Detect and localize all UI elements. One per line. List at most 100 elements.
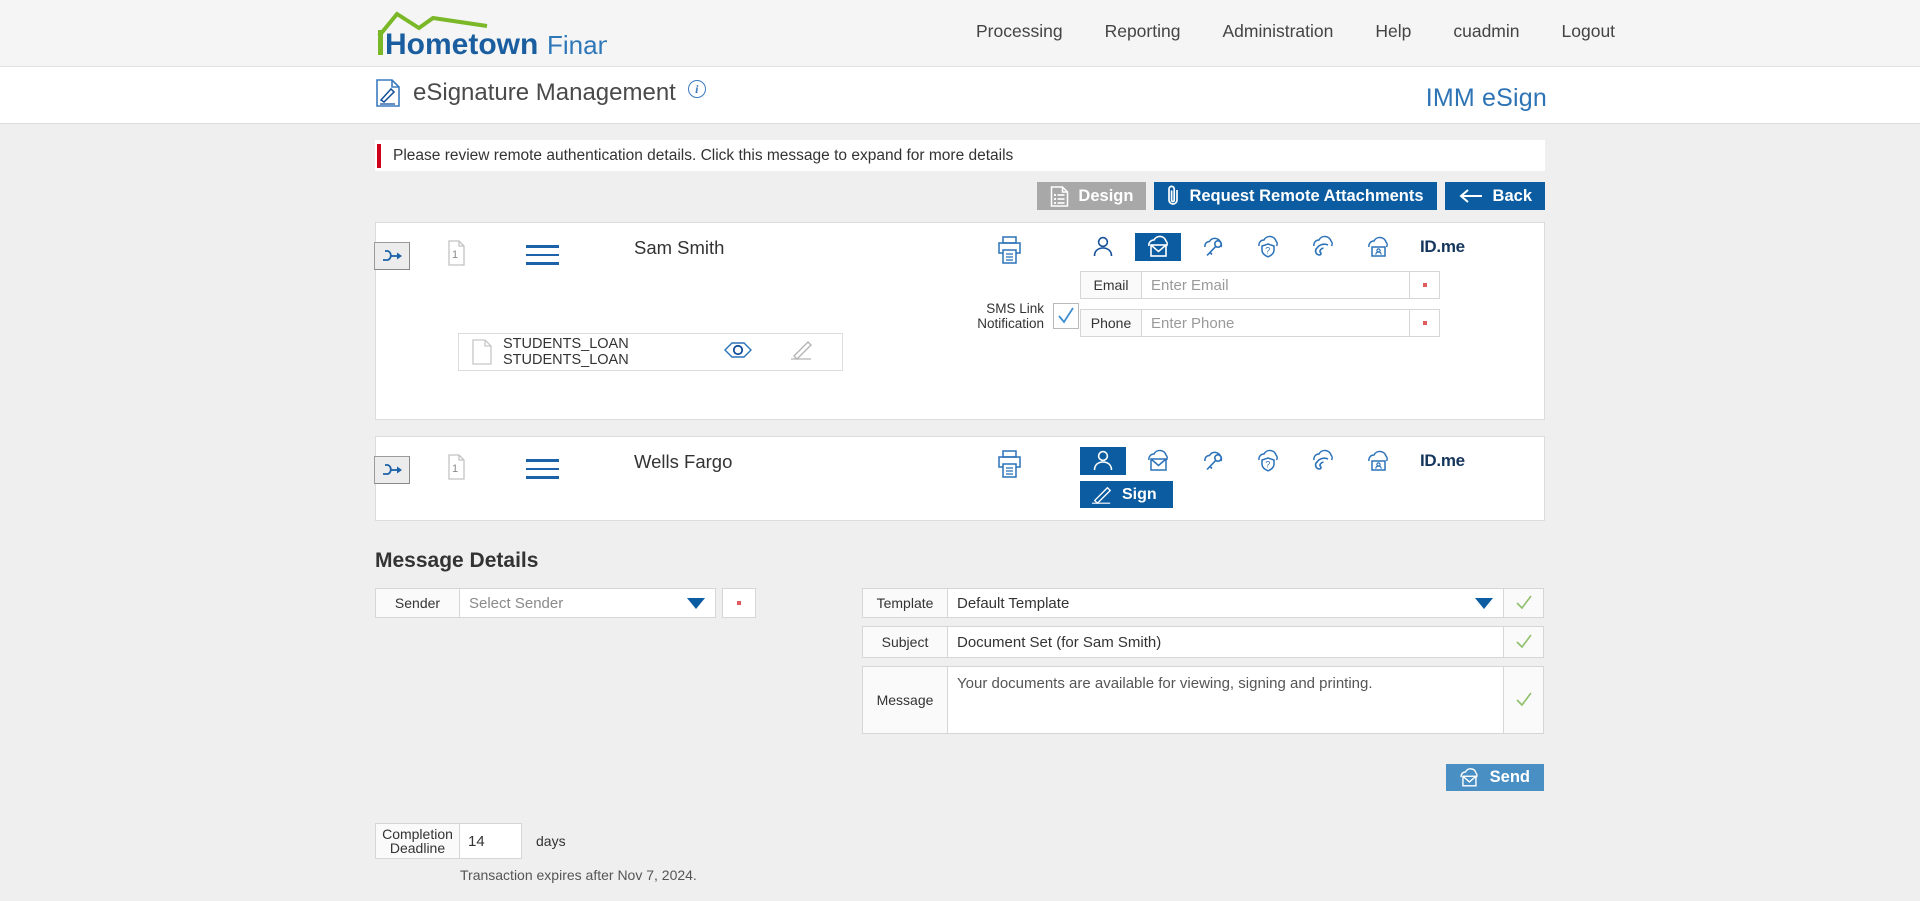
paperclip-icon bbox=[1168, 185, 1179, 205]
completion-deadline-input[interactable]: 14 bbox=[460, 823, 522, 859]
nav-processing[interactable]: Processing bbox=[976, 21, 1063, 41]
print-icon-svg bbox=[998, 236, 1021, 264]
person-icon[interactable] bbox=[1080, 447, 1126, 475]
id-card-cloud-icon-svg bbox=[1368, 236, 1388, 257]
id-card-cloud-icon-svg bbox=[1368, 450, 1388, 471]
sms-link-notification-label: SMS Link Notification bbox=[970, 301, 1044, 331]
document-name-line2: STUDENTS_LOAN bbox=[503, 352, 629, 368]
person-icon-svg bbox=[1093, 450, 1113, 471]
template-select[interactable]: Default Template bbox=[948, 588, 1504, 618]
app-logo[interactable]: Hometown Financial bbox=[375, 6, 607, 58]
chevron-down-icon bbox=[687, 597, 705, 609]
key-cloud-icon-svg bbox=[1204, 451, 1223, 471]
subject-valid-checkmark bbox=[1504, 626, 1544, 658]
preview-eye-icon[interactable] bbox=[724, 341, 752, 364]
nav-logout[interactable]: Logout bbox=[1561, 21, 1616, 41]
nav-help[interactable]: Help bbox=[1375, 21, 1412, 41]
required-dot bbox=[1422, 283, 1427, 287]
required-dot bbox=[737, 601, 741, 605]
esignature-document-icon bbox=[376, 79, 400, 107]
sign-quill-icon[interactable] bbox=[789, 339, 815, 366]
nav-administration[interactable]: Administration bbox=[1222, 21, 1334, 41]
chevron-down-icon bbox=[1475, 597, 1493, 609]
completion-deadline-group: Completion Deadline 14 days Transaction … bbox=[375, 823, 697, 883]
document-row-students-loan[interactable]: STUDENTS_LOAN STUDENTS_LOAN bbox=[458, 333, 843, 371]
person-icon[interactable] bbox=[1080, 233, 1126, 261]
imm-esign-brand: IMM eSign bbox=[1425, 84, 1547, 112]
svg-text:1: 1 bbox=[452, 249, 458, 261]
message-row: Message Your documents are available for… bbox=[862, 666, 1544, 734]
subject-input[interactable]: Document Set (for Sam Smith) bbox=[948, 626, 1504, 658]
printer-icon[interactable] bbox=[994, 235, 1024, 270]
recipient-header-row: 1 Sam Smith bbox=[374, 223, 1544, 371]
svg-text:Hometown: Hometown bbox=[385, 28, 538, 58]
routing-order-button[interactable] bbox=[374, 242, 410, 270]
email-cloud-icon-svg bbox=[1148, 449, 1168, 471]
email-cloud-icon[interactable] bbox=[1135, 447, 1181, 475]
nav-cuadmin[interactable]: cuadmin bbox=[1453, 21, 1520, 41]
recipient-panel-sam-smith: 1 Sam Smith bbox=[374, 222, 1545, 420]
completion-deadline-units: days bbox=[536, 833, 566, 849]
sms-link-notification-checkbox[interactable] bbox=[1053, 303, 1079, 329]
menu-line bbox=[526, 467, 559, 470]
shield-question-cloud-icon-svg: ? bbox=[1258, 449, 1278, 472]
nav-reporting[interactable]: Reporting bbox=[1104, 21, 1181, 41]
phone-input[interactable]: Enter Phone bbox=[1142, 309, 1410, 337]
page-title: eSignature Management bbox=[413, 79, 676, 106]
page-count-icon[interactable]: 1 bbox=[444, 454, 468, 487]
svg-text:Financial: Financial bbox=[547, 30, 607, 58]
page-count-icon[interactable]: 1 bbox=[444, 240, 468, 273]
id-card-cloud-icon[interactable] bbox=[1355, 447, 1401, 475]
menu-line bbox=[526, 245, 559, 248]
document-names: STUDENTS_LOAN STUDENTS_LOAN bbox=[503, 336, 629, 368]
sender-select[interactable]: Select Sender bbox=[460, 588, 716, 618]
send-button[interactable]: Send bbox=[1445, 764, 1544, 791]
menu-line bbox=[526, 262, 559, 265]
main-navigation: Processing Reporting Administration Help… bbox=[955, 19, 1636, 43]
printer-icon[interactable] bbox=[994, 449, 1024, 484]
shield-question-cloud-icon[interactable]: ? bbox=[1245, 233, 1291, 261]
deadline-label-line2: Deadline bbox=[389, 840, 446, 856]
routing-order-button[interactable] bbox=[374, 456, 410, 484]
template-valid-checkmark bbox=[1504, 588, 1544, 618]
design-button[interactable]: Design bbox=[1037, 182, 1147, 210]
sign-button[interactable]: Sign bbox=[1080, 481, 1173, 508]
sms-label-line2: Notification bbox=[977, 316, 1044, 331]
alert-banner[interactable]: Please review remote authentication deta… bbox=[375, 140, 1545, 171]
info-icon[interactable]: i bbox=[687, 80, 706, 98]
template-value: Default Template bbox=[957, 594, 1070, 612]
recipient-name-wells-fargo: Wells Fargo bbox=[634, 451, 733, 472]
phone-cloud-icon-svg bbox=[1313, 235, 1333, 256]
email-cloud-icon[interactable] bbox=[1135, 233, 1181, 261]
email-cloud-icon-svg bbox=[1148, 235, 1168, 257]
phone-cloud-icon[interactable] bbox=[1300, 233, 1346, 261]
phone-cloud-icon[interactable] bbox=[1300, 447, 1346, 475]
request-remote-attachments-button[interactable]: Request Remote Attachments bbox=[1154, 182, 1437, 210]
completion-deadline-row: Completion Deadline 14 days bbox=[375, 823, 566, 859]
checkmark-icon bbox=[1515, 692, 1532, 707]
message-valid-checkmark bbox=[1504, 666, 1544, 734]
idme-logo[interactable]: ID.me bbox=[1420, 451, 1465, 471]
idme-logo[interactable]: ID.me bbox=[1420, 237, 1465, 257]
sender-label: Sender bbox=[375, 588, 460, 618]
recipient-menu-icon[interactable] bbox=[526, 459, 559, 485]
top-bar: Hometown Financial Processing Reporting … bbox=[0, 0, 1920, 67]
sms-link-notification-group: SMS Link Notification bbox=[970, 301, 1079, 331]
email-row: Email Enter Email bbox=[1080, 271, 1440, 299]
email-input[interactable]: Enter Email bbox=[1142, 271, 1410, 299]
key-cloud-icon[interactable] bbox=[1190, 233, 1236, 261]
back-button[interactable]: Back bbox=[1444, 182, 1545, 210]
action-toolbar: Design Request Remote Attachments Back bbox=[375, 182, 1545, 210]
id-card-cloud-icon[interactable] bbox=[1355, 233, 1401, 261]
sms-label-line1: SMS Link bbox=[986, 301, 1044, 316]
sender-select-value: Select Sender bbox=[469, 594, 564, 612]
key-cloud-icon[interactable] bbox=[1190, 447, 1236, 475]
checkmark-icon bbox=[1058, 307, 1074, 324]
shield-question-cloud-icon[interactable]: ? bbox=[1245, 447, 1291, 475]
sender-row: Sender Select Sender bbox=[375, 588, 756, 618]
send-button-label: Send bbox=[1489, 768, 1530, 786]
message-textarea[interactable]: Your documents are available for viewing… bbox=[948, 666, 1504, 734]
recipient-menu-icon[interactable] bbox=[526, 245, 559, 271]
subject-label: Subject bbox=[862, 626, 948, 658]
quill-icon bbox=[1092, 486, 1112, 504]
